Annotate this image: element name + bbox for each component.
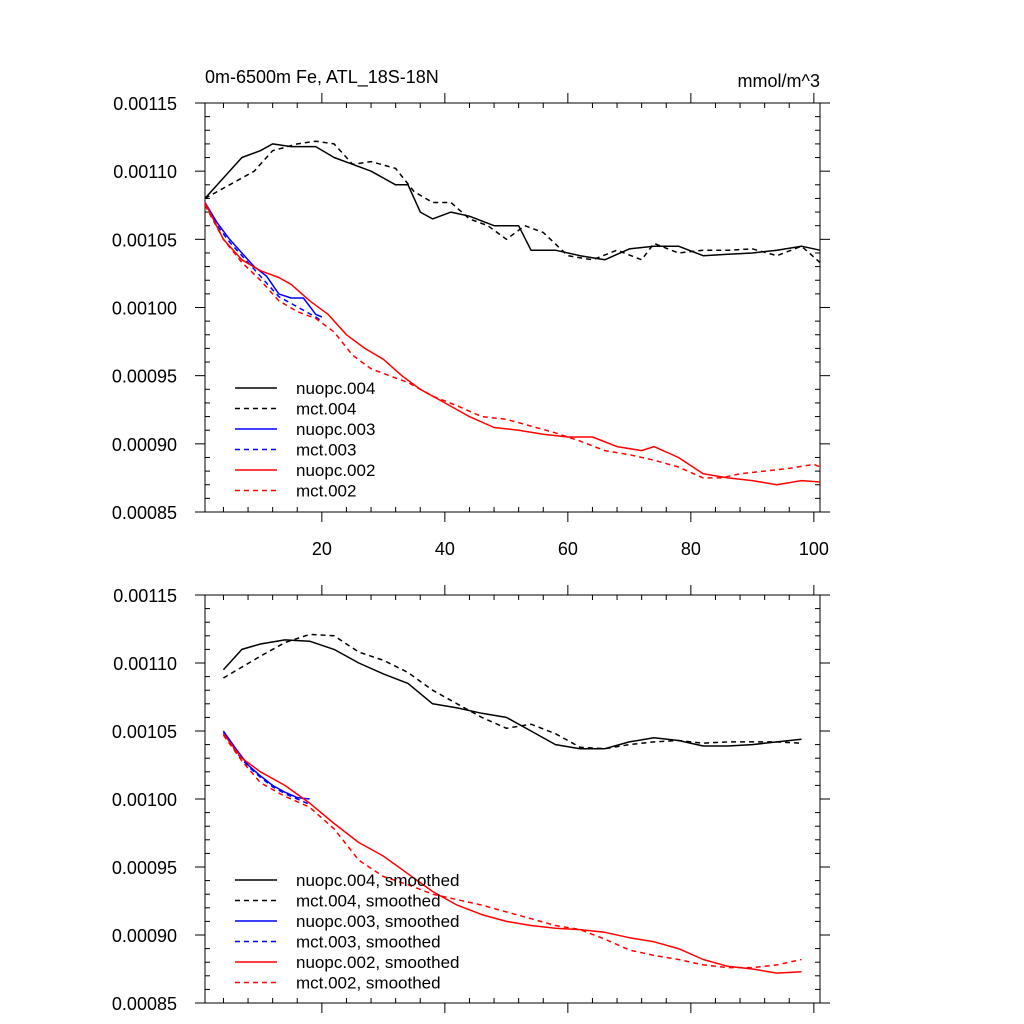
y-tick-label: 0.00085: [112, 994, 177, 1014]
y-tick-label: 0.00085: [112, 503, 177, 523]
x-tick-label: 100: [799, 539, 829, 559]
chart-title: 0m-6500m Fe, ATL_18S-18N: [205, 67, 439, 88]
y-tick-label: 0.00115: [113, 586, 177, 606]
x-tick-label: 40: [435, 539, 455, 559]
legend-label: nuopc.004, smoothed: [296, 871, 460, 890]
legend-label: mct.003: [296, 441, 356, 460]
y-tick-label: 0.00110: [113, 162, 177, 182]
y-tick-label: 0.00100: [112, 790, 177, 810]
y-tick-label: 0.00100: [112, 299, 177, 319]
y-tick-label: 0.00115: [113, 94, 177, 114]
x-tick-label: 20: [312, 539, 332, 559]
series-line: [222, 730, 310, 800]
series-line: [222, 734, 802, 969]
y-tick-label: 0.00090: [112, 926, 177, 946]
legend-label: nuopc.004: [296, 379, 375, 398]
series-line: [204, 202, 821, 486]
x-tick-label: 60: [558, 539, 578, 559]
legend-label: mct.002, smoothed: [296, 974, 441, 993]
series-line: [204, 204, 821, 479]
legend-label: nuopc.002, smoothed: [296, 953, 460, 972]
x-tick-label: 80: [681, 539, 701, 559]
bottom-panel: 0.00115 0.00110 0.00105 0.00100 0.00095 0.000…: [112, 585, 830, 1014]
legend-label: mct.004, smoothed: [296, 892, 441, 911]
y-tick-label: 0.00105: [112, 230, 177, 250]
legend-label: nuopc.003: [296, 420, 375, 439]
legend-label: nuopc.002: [296, 461, 375, 480]
series-line: [222, 639, 802, 750]
top-panel: 20 40 60 80 100 0.00115 0.00110 0.00105 0.00100 0…: [112, 67, 830, 559]
series-line: [222, 731, 310, 806]
legend-label: mct.003, smoothed: [296, 933, 441, 952]
series-line: [204, 202, 323, 322]
y-tick-label: 0.00090: [112, 435, 177, 455]
series-line: [204, 143, 821, 261]
legend-label: nuopc.003, smoothed: [296, 912, 460, 931]
y-tick-label: 0.00095: [112, 367, 177, 387]
y-tick-label: 0.00110: [113, 654, 177, 674]
legend-label: mct.004: [296, 400, 356, 419]
series-line: [222, 733, 802, 974]
series-line: [204, 140, 821, 264]
series-line: [223, 633, 802, 750]
legend-label: mct.002: [296, 482, 356, 501]
series-line: [204, 202, 323, 318]
y-tick-label: 0.00105: [112, 722, 177, 742]
y-tick-label: 0.00095: [112, 858, 177, 878]
chart-units: mmol/m^3: [738, 71, 820, 91]
